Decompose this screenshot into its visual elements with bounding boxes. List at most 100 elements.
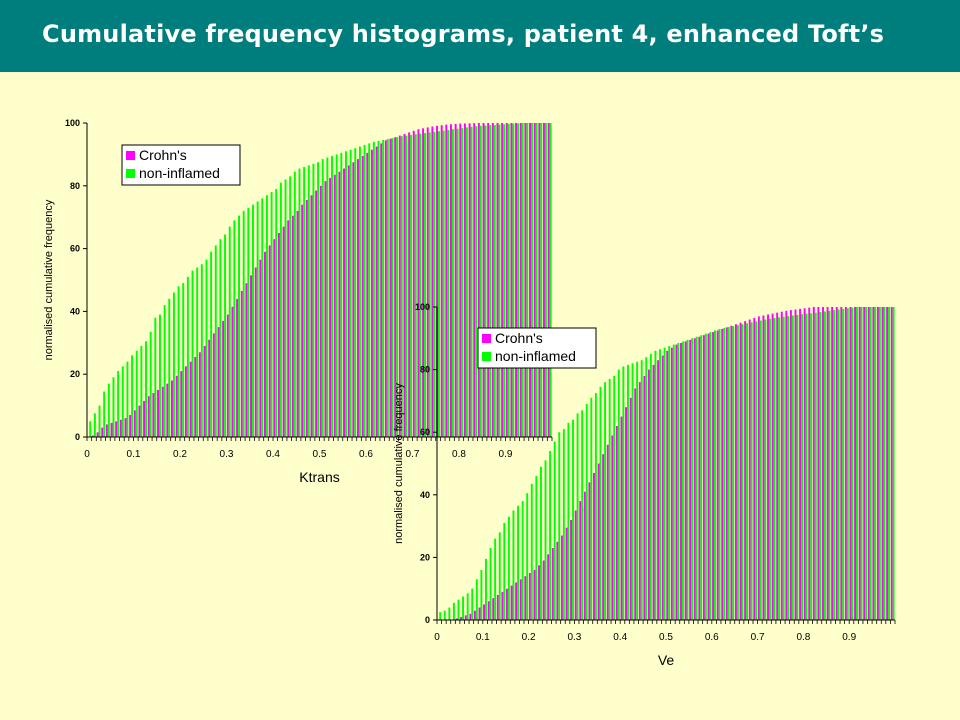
bar-0-42 bbox=[629, 397, 632, 620]
bar-1-27 bbox=[214, 245, 217, 437]
x-tick-label: 0.7 bbox=[406, 449, 420, 460]
bar-1-97 bbox=[540, 123, 543, 437]
bar-1-82 bbox=[814, 312, 817, 620]
x-tick-label: 0.2 bbox=[173, 449, 187, 460]
bar-0-66 bbox=[739, 322, 742, 620]
bar-0-70 bbox=[412, 130, 415, 437]
bar-1-14 bbox=[503, 522, 506, 620]
bar-0-52 bbox=[329, 177, 332, 437]
bar-0-78 bbox=[450, 124, 452, 438]
legend: Crohn's non-inflamed bbox=[121, 144, 241, 186]
bar-0-21 bbox=[184, 366, 187, 437]
bar-1-87 bbox=[493, 124, 496, 437]
x-axis: 0 0.1 0.2 0.3 0.4 0.5 0.6 0.7 0.8 0.9 bbox=[84, 437, 553, 460]
bar-1-30 bbox=[228, 226, 231, 437]
bar-0-91 bbox=[854, 307, 857, 620]
bar-0-87 bbox=[491, 123, 494, 437]
bar-0-25 bbox=[203, 345, 206, 437]
bar-1-84 bbox=[823, 311, 826, 620]
bar-0-18 bbox=[171, 380, 173, 437]
bar-1-15 bbox=[159, 314, 161, 437]
bar-0-29 bbox=[570, 519, 573, 620]
bar-0-41 bbox=[625, 407, 628, 620]
bar-1-76 bbox=[442, 130, 445, 437]
series-1 bbox=[89, 123, 552, 438]
bar-0-51 bbox=[670, 347, 673, 620]
bar-0-60 bbox=[366, 152, 369, 437]
bar-0-13 bbox=[147, 396, 150, 437]
bar-0-43 bbox=[634, 388, 637, 620]
bar-1-56 bbox=[695, 336, 698, 620]
bar-0-4 bbox=[455, 618, 458, 620]
y-axis: 0 20 40 60 80 100 bbox=[65, 118, 87, 442]
bar-1-81 bbox=[465, 127, 468, 437]
bar-1-89 bbox=[503, 124, 506, 438]
bar-1-17 bbox=[168, 298, 171, 437]
bar-0-46 bbox=[647, 369, 650, 620]
bar-1-11 bbox=[140, 345, 143, 437]
bar-1-68 bbox=[405, 135, 408, 437]
bar-1-80 bbox=[805, 313, 808, 620]
bar-1-74 bbox=[778, 317, 781, 620]
bar-1-86 bbox=[489, 125, 492, 437]
bar-0-97 bbox=[538, 123, 541, 437]
bar-0-22 bbox=[538, 565, 540, 620]
bar-0-61 bbox=[370, 149, 373, 437]
bar-0-59 bbox=[707, 333, 710, 620]
bar-0-72 bbox=[767, 314, 769, 620]
bar-0-93 bbox=[519, 123, 522, 437]
bar-1-59 bbox=[363, 144, 366, 438]
bar-1-10 bbox=[135, 350, 138, 437]
y-tick-label: 20 bbox=[70, 369, 80, 379]
bar-1-27 bbox=[562, 429, 565, 620]
bar-1-34 bbox=[594, 393, 597, 620]
bar-0-39 bbox=[615, 425, 618, 620]
bar-1-43 bbox=[289, 176, 292, 437]
bar-1-7 bbox=[121, 366, 124, 437]
bar-0-5 bbox=[460, 616, 463, 620]
bar-0-6 bbox=[115, 421, 118, 437]
bar-1-87 bbox=[837, 309, 840, 620]
bar-0-43 bbox=[287, 220, 290, 437]
bar-0-12 bbox=[143, 400, 146, 437]
bar-0-17 bbox=[515, 582, 518, 620]
bar-1-49 bbox=[663, 347, 666, 620]
bar-0-64 bbox=[384, 140, 387, 437]
bar-1-68 bbox=[750, 322, 753, 620]
bar-1-66 bbox=[396, 137, 399, 437]
bar-1-94 bbox=[526, 123, 529, 437]
bar-1-90 bbox=[851, 307, 854, 620]
bar-1-3 bbox=[103, 391, 106, 437]
bar-1-3 bbox=[452, 602, 455, 620]
bar-0-53 bbox=[333, 174, 336, 437]
bar-0-23 bbox=[542, 560, 545, 620]
bar-0-98 bbox=[543, 123, 545, 437]
bar-0-32 bbox=[236, 298, 239, 437]
bar-0-33 bbox=[240, 290, 243, 437]
bar-0-16 bbox=[161, 386, 164, 437]
bar-1-55 bbox=[691, 338, 694, 620]
bar-0-49 bbox=[661, 355, 664, 620]
bar-1-32 bbox=[585, 404, 588, 620]
legend-label-non-inflamed: non-inflamed bbox=[139, 165, 220, 181]
bar-1-16 bbox=[512, 510, 515, 620]
x-tick-label: 0.1 bbox=[476, 632, 490, 643]
bar-1-45 bbox=[645, 357, 648, 620]
bar-0-44 bbox=[638, 382, 641, 620]
bar-1-82 bbox=[470, 126, 473, 437]
bar-1-50 bbox=[668, 346, 671, 620]
legend-box bbox=[121, 144, 241, 186]
bar-0-88 bbox=[840, 307, 843, 620]
bar-1-67 bbox=[400, 136, 403, 438]
bar-0-54 bbox=[684, 341, 687, 620]
bar-1-8 bbox=[126, 361, 129, 437]
bar-1-72 bbox=[768, 318, 771, 620]
bar-1-43 bbox=[636, 361, 639, 620]
y-tick-label: 40 bbox=[70, 306, 80, 316]
bar-1-26 bbox=[558, 432, 561, 620]
y-tick-label: 40 bbox=[420, 490, 430, 500]
bar-1-22 bbox=[539, 466, 542, 620]
bar-0-51 bbox=[324, 181, 327, 437]
y-tick-label: 100 bbox=[65, 118, 80, 128]
bar-1-88 bbox=[498, 124, 501, 437]
